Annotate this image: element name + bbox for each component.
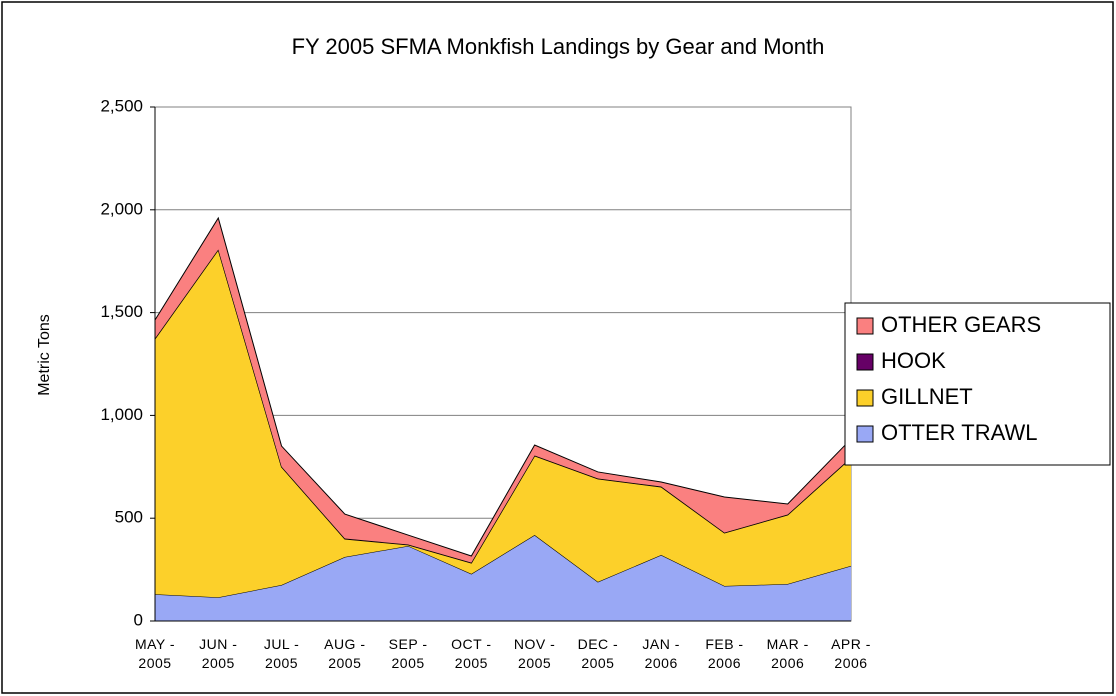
chart-title: FY 2005 SFMA Monkfish Landings by Gear a…: [292, 34, 825, 59]
legend-label: GILLNET: [881, 384, 973, 409]
area: [155, 218, 851, 563]
x-tick-label: JUL - 2005: [263, 636, 300, 671]
x-tick-label: JUN - 2005: [199, 636, 238, 671]
legend-swatch: [856, 425, 874, 443]
area: [155, 249, 851, 598]
x-tick-label: SEP - 2005: [388, 636, 428, 671]
x-tick-label: MAY - 2005: [134, 636, 176, 671]
legend-label: HOOK: [881, 348, 946, 373]
x-tick-label: FEB - 2006: [705, 636, 744, 671]
area-edge: [154, 248, 852, 564]
y-tick-label: 2,000: [100, 199, 143, 218]
area-edge: [154, 216, 852, 557]
legend-label: OTHER GEARS: [881, 312, 1041, 337]
x-tick-label: DEC - 2005: [577, 636, 619, 671]
x-tick-label: OCT - 2005: [451, 636, 492, 671]
y-tick-label: 500: [115, 508, 143, 527]
y-tick-label: 0: [134, 610, 143, 629]
y-tick-label: 1,500: [100, 302, 143, 321]
x-tick-label: NOV - 2005: [513, 636, 556, 671]
legend-box: [844, 302, 1111, 466]
y-tick-label: 1,000: [100, 405, 143, 424]
x-tick-label: AUG - 2005: [324, 636, 366, 671]
y-tick-label: 2,500: [100, 96, 143, 115]
legend-swatch: [856, 389, 874, 407]
x-tick-label: APR - 2006: [831, 636, 871, 671]
area: [155, 535, 851, 621]
legend-swatch: [856, 353, 874, 371]
x-tick-label: JAN - 2006: [642, 636, 680, 671]
legend-label: OTTER TRAWL: [881, 420, 1037, 445]
legend-swatch: [856, 317, 874, 335]
x-tick-label: MAR - 2006: [766, 636, 809, 671]
y-axis-label: Metric Tons: [36, 314, 53, 396]
